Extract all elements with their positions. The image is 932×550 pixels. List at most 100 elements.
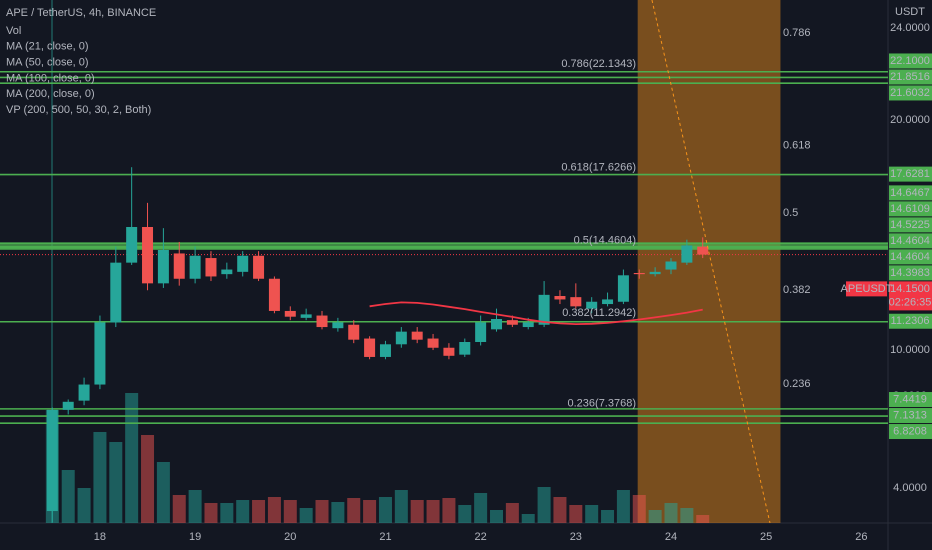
fib-ratio: 0.786 [783, 27, 811, 39]
volume-bar [601, 510, 615, 523]
volume-bar [363, 500, 377, 523]
volume-bar [331, 502, 345, 523]
y-tick-label: 20.0000 [890, 114, 930, 126]
candle-body [681, 245, 693, 263]
highlight-zone [637, 0, 781, 523]
legend-item: MA (50, close, 0) [6, 57, 89, 69]
candle-body [348, 324, 360, 340]
candle-body [237, 255, 249, 272]
volume-bar [585, 505, 599, 523]
candle-body [443, 347, 455, 356]
volume-bar [394, 490, 408, 523]
volume-bar [93, 432, 107, 523]
price-tag [889, 201, 932, 217]
price-tag [889, 53, 932, 69]
fib-label: 0.786(22.1343) [561, 58, 636, 70]
volume-bar [537, 487, 551, 523]
price-tag-label: 6.8208 [893, 425, 927, 437]
candle-body [379, 344, 391, 357]
price-tag-label: 14.3983 [890, 267, 930, 279]
candle-body [554, 295, 566, 300]
price-tag [889, 69, 932, 85]
volume-bar [172, 495, 186, 523]
volume-bar [569, 505, 583, 523]
candle-body [522, 322, 534, 328]
price-tag-label: 14.4604 [890, 251, 930, 263]
volume-bar [664, 503, 678, 523]
symbol-label: APEUSDT [841, 283, 893, 295]
volume-bar [141, 435, 155, 523]
price-tag [889, 217, 932, 233]
price-tag [889, 392, 932, 408]
volume-bar [474, 493, 488, 523]
volume-bar [458, 505, 472, 523]
x-tick-label: 18 [94, 531, 106, 543]
candle-body [157, 250, 169, 284]
volume-bar [204, 503, 218, 523]
candle-body [665, 261, 677, 270]
volume-bar [236, 500, 250, 523]
legend-item: VP (200, 500, 50, 30, 2, Both) [6, 104, 151, 116]
volume-bar [252, 500, 266, 523]
x-tick-label: 22 [475, 531, 487, 543]
price-tag-label: 14.5225 [890, 219, 930, 231]
countdown: 02:26:35 [889, 296, 932, 308]
volume-bar [490, 510, 504, 523]
legend-item: MA (100, close, 0) [6, 72, 95, 84]
volume-bar [426, 500, 440, 523]
y-tick-label: 24.0000 [890, 22, 930, 34]
price-tag-label: 7.1313 [893, 409, 927, 421]
price-tag [889, 233, 932, 249]
ma-line [369, 301, 703, 326]
x-tick-label: 19 [189, 531, 201, 543]
fib-ratio: 0.236 [783, 378, 811, 390]
price-tag-label: 22.1000 [890, 55, 930, 67]
volume-bar [125, 393, 139, 523]
candle-body [602, 299, 614, 305]
volume-bar [109, 442, 123, 523]
candle-body [427, 338, 439, 348]
candle-body [459, 341, 471, 355]
candle-body [94, 322, 106, 385]
fib-label: 0.618(17.6266) [561, 162, 636, 174]
y-tick-label: 4.0000 [893, 482, 927, 494]
candle-body [300, 314, 312, 318]
price-tag [889, 313, 932, 329]
volume-bar [505, 503, 519, 523]
volume-bar [696, 515, 710, 523]
candle-body [284, 310, 296, 317]
legend-item: MA (21, close, 0) [6, 41, 89, 53]
volume-bar [220, 503, 234, 523]
volume-bar [347, 498, 361, 523]
price-tag [889, 424, 932, 440]
candle-body [649, 271, 661, 275]
legend-item: Vol [6, 25, 21, 37]
fib-label: 0.236(7.3768) [568, 397, 637, 409]
volume-bar [378, 497, 392, 523]
candle-body [332, 322, 344, 329]
candle-body [221, 269, 233, 275]
price-tag-label: 21.8516 [890, 71, 930, 83]
fib-label: 0.5(14.4604) [574, 234, 636, 246]
candle-body [316, 315, 328, 328]
candle-body [46, 409, 58, 512]
symbol-tag [846, 281, 887, 297]
volume-bar [156, 462, 170, 523]
volume-bar [632, 495, 646, 523]
price-tag [889, 85, 932, 101]
candle-body [126, 227, 138, 263]
price-tag [889, 166, 932, 182]
price-tag [889, 249, 932, 265]
last-price-tag [889, 281, 932, 311]
x-tick-label: 23 [570, 531, 582, 543]
volume-bar [442, 498, 456, 523]
candle-body [586, 301, 598, 309]
candle-body [142, 227, 154, 284]
volume-bar [410, 500, 424, 523]
volume-bar [267, 497, 281, 523]
volume-bar [315, 500, 329, 523]
volume-bar [299, 508, 313, 523]
volume-bar [77, 488, 91, 523]
